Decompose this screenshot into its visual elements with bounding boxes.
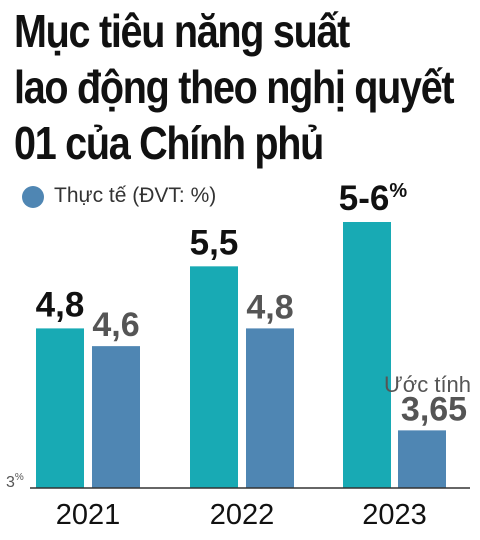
legend-label: Thực tế (ĐVT: %)	[54, 184, 217, 207]
target-value-label-2021: 4,8	[36, 285, 85, 324]
target-bar-2023	[343, 222, 391, 488]
target-value-label-2022: 5,5	[190, 223, 239, 262]
actual-value-label-2022: 4,8	[246, 288, 293, 326]
legend-swatch	[22, 186, 44, 208]
target-value-label-2023: 5-6%	[339, 179, 408, 218]
actual-bar-2021	[92, 346, 140, 488]
title-line-1: Mục tiêu năng suất	[14, 5, 350, 57]
actual-bar-2022	[246, 328, 294, 488]
title-line-3: 01 của Chính phủ	[14, 117, 324, 169]
actual-value-label-2023: 3,65	[401, 390, 467, 428]
actual-bar-2023	[398, 430, 446, 488]
estimate-annotation: Ước tính	[384, 372, 471, 397]
title-line-2: lao động theo nghị quyết	[14, 61, 455, 113]
x-tick-label-2021: 2021	[56, 499, 121, 531]
target-bar-2022	[190, 266, 238, 488]
x-tick-label-2023: 2023	[362, 499, 427, 531]
y-baseline-label: 3%	[6, 472, 24, 491]
actual-value-label-2021: 4,6	[92, 306, 139, 344]
target-bar-2021	[36, 328, 84, 488]
x-tick-label-2022: 2022	[210, 499, 275, 531]
